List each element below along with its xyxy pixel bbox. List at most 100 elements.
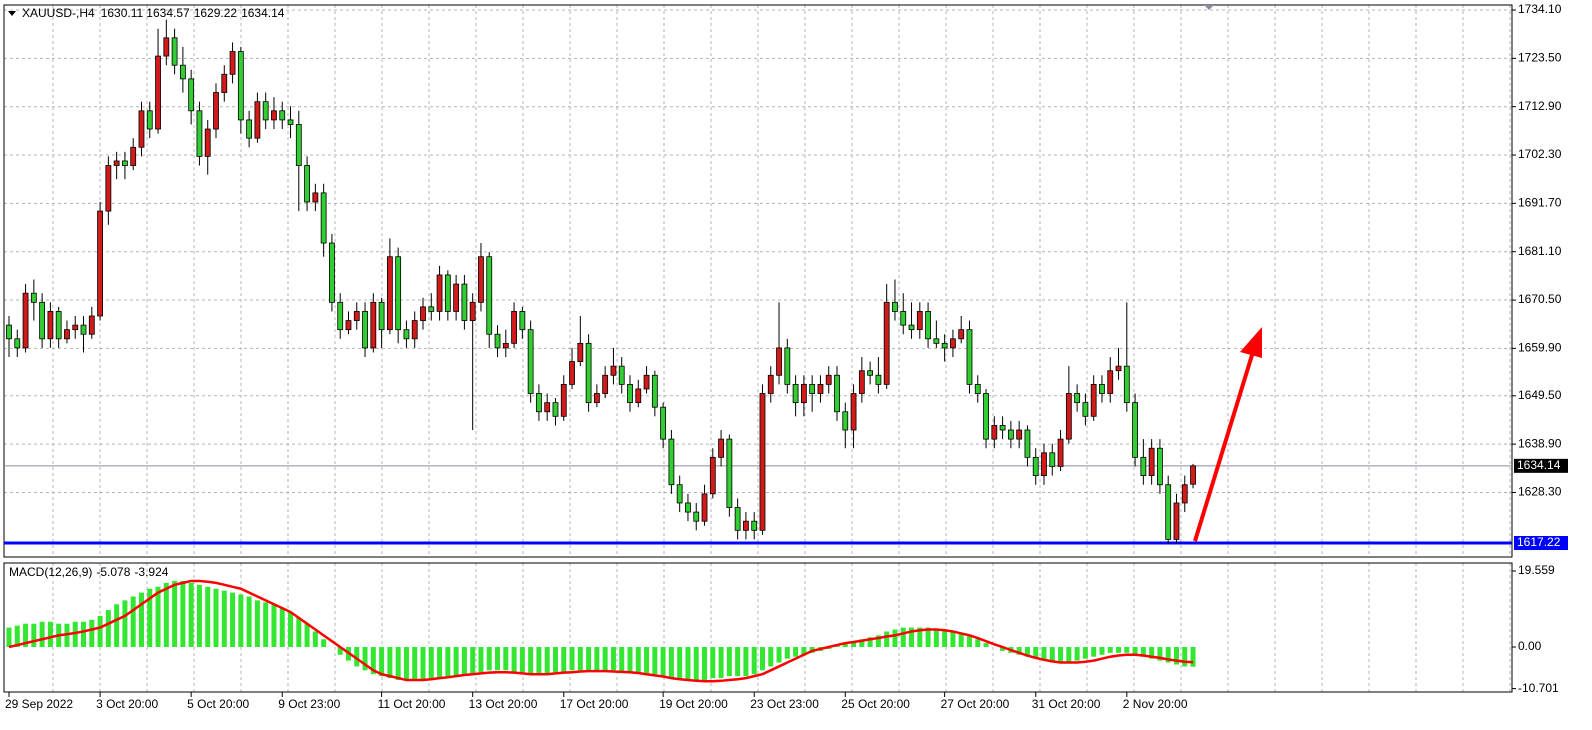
macd-bar bbox=[668, 647, 674, 679]
macd-bar bbox=[72, 621, 78, 648]
candle-body bbox=[213, 92, 219, 130]
candle-body bbox=[329, 242, 335, 303]
candle-body bbox=[809, 384, 816, 394]
macd-bar bbox=[1082, 647, 1088, 659]
candle-body bbox=[552, 402, 559, 417]
candle-body bbox=[320, 192, 327, 244]
macd-bar bbox=[395, 647, 401, 681]
candle-body bbox=[999, 425, 1006, 431]
candle-body bbox=[502, 342, 509, 349]
candle-body bbox=[1140, 456, 1147, 477]
candle-body bbox=[411, 320, 418, 340]
macd-bar bbox=[288, 612, 294, 648]
candle-body bbox=[39, 301, 46, 340]
candle-body bbox=[395, 256, 402, 331]
y-tick-label: 1702.30 bbox=[1518, 147, 1562, 161]
macd-bar bbox=[196, 584, 202, 648]
candle-body bbox=[767, 374, 774, 394]
candle-body bbox=[892, 301, 898, 312]
macd-bar bbox=[461, 647, 467, 675]
macd-title: MACD(12,26,9) bbox=[9, 565, 92, 579]
hline-label: 1617.22 bbox=[1517, 535, 1561, 549]
y-tick-label: 1734.10 bbox=[1518, 2, 1562, 16]
candle-body bbox=[751, 520, 758, 531]
x-tick-label: 23 Oct 23:00 bbox=[750, 697, 819, 711]
candle-body bbox=[519, 311, 526, 331]
candle-body bbox=[304, 165, 310, 203]
candle-body bbox=[14, 338, 21, 349]
dropdown-icon[interactable] bbox=[8, 11, 16, 16]
candle-body bbox=[577, 342, 584, 362]
macd-bar bbox=[147, 588, 153, 648]
candle-body bbox=[262, 101, 269, 121]
macd-bar bbox=[875, 635, 881, 648]
candle-body bbox=[312, 192, 319, 203]
candle-body bbox=[800, 384, 807, 404]
candle-body bbox=[627, 384, 633, 404]
macd-bar bbox=[1165, 647, 1171, 663]
macd-bar bbox=[1132, 647, 1138, 655]
chart-title: XAUUSD-,H4 bbox=[22, 6, 95, 20]
macd-bar bbox=[917, 627, 923, 648]
candle-body bbox=[1173, 502, 1180, 540]
candle-body bbox=[386, 256, 393, 331]
candle-body bbox=[64, 329, 70, 340]
macd-bar bbox=[950, 631, 956, 648]
price-label-bg bbox=[1514, 458, 1568, 473]
macd-bar bbox=[81, 621, 87, 648]
macd-bar bbox=[321, 639, 327, 648]
candle-body bbox=[1181, 484, 1188, 504]
candle-body bbox=[1157, 447, 1163, 486]
candle-body bbox=[453, 283, 460, 312]
y-tick-label: -10.701 bbox=[1518, 681, 1559, 695]
macd-bar bbox=[31, 623, 37, 648]
candle-body bbox=[72, 324, 79, 331]
macd-bar bbox=[437, 647, 443, 679]
candle-body bbox=[22, 292, 29, 349]
macd-bar bbox=[263, 602, 269, 648]
macd-bar bbox=[97, 615, 103, 648]
macd-bar bbox=[784, 647, 790, 659]
macd-bar bbox=[892, 629, 898, 648]
candle-body bbox=[113, 160, 120, 166]
macd-bar bbox=[246, 596, 252, 648]
candle-body bbox=[97, 210, 103, 317]
y-tick-label: 1659.90 bbox=[1518, 341, 1562, 355]
candle-body bbox=[1024, 429, 1031, 458]
macd-bar bbox=[155, 586, 161, 648]
y-tick-label: 1723.50 bbox=[1518, 51, 1562, 65]
candle-body bbox=[1099, 384, 1105, 394]
macd-bar bbox=[983, 643, 989, 648]
macd-bar bbox=[743, 647, 749, 677]
macd-bar bbox=[122, 600, 128, 648]
candle-body bbox=[254, 101, 261, 139]
macd-bar bbox=[445, 647, 451, 679]
candle-body bbox=[353, 311, 360, 321]
macd-bar bbox=[602, 647, 608, 671]
macd-bar bbox=[39, 621, 45, 648]
candle-body bbox=[635, 388, 642, 404]
macd-bar bbox=[89, 619, 95, 648]
macd-bar bbox=[958, 633, 964, 648]
x-tick-label: 19 Oct 20:00 bbox=[659, 697, 728, 711]
signal-line bbox=[8, 579, 1194, 683]
candle-body bbox=[974, 384, 981, 394]
macd-bar bbox=[221, 590, 227, 648]
macd-bar bbox=[660, 647, 666, 677]
macd-bar bbox=[138, 592, 144, 648]
candle-body bbox=[163, 37, 170, 57]
candle-body bbox=[420, 306, 426, 321]
candle-body bbox=[1049, 452, 1056, 467]
candle-body bbox=[1065, 393, 1072, 440]
candle-body bbox=[130, 146, 137, 166]
macd-bar bbox=[1091, 647, 1097, 657]
macd-bar bbox=[387, 647, 393, 679]
macd-bar bbox=[751, 647, 757, 675]
candle-body bbox=[792, 384, 799, 404]
macd-bar bbox=[403, 647, 409, 681]
x-tick-label: 5 Oct 20:00 bbox=[187, 697, 249, 711]
candle-body bbox=[776, 347, 782, 376]
macd-bar bbox=[453, 647, 459, 677]
macd-bar bbox=[428, 647, 434, 679]
candle-body bbox=[875, 374, 882, 385]
